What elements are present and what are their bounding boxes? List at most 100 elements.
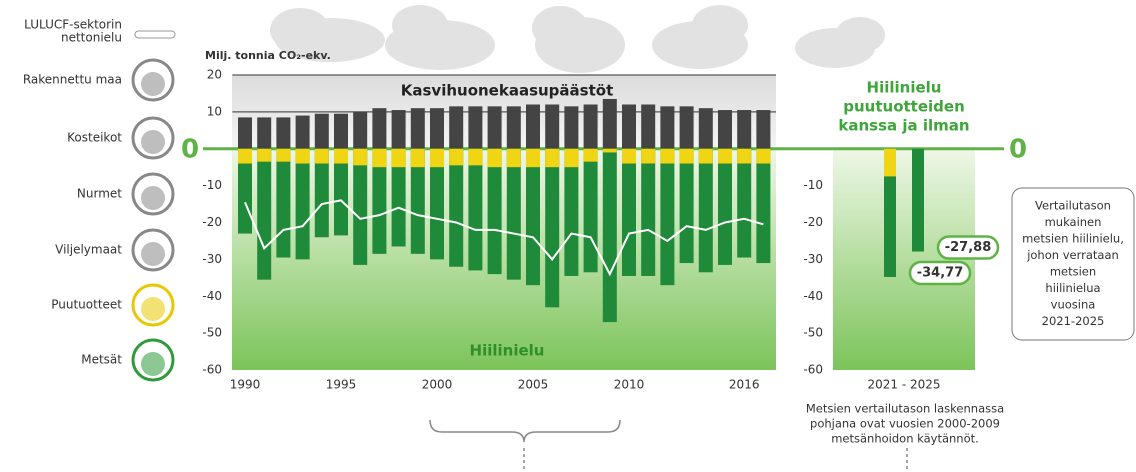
bar: [353, 111, 368, 149]
bar: [449, 148, 464, 166]
y-tick-label: -10: [202, 178, 222, 192]
annotation: Hiilinielu: [470, 342, 545, 360]
bar: [737, 148, 752, 258]
bar: [602, 98, 617, 149]
y-tick-label: -30: [803, 252, 823, 266]
bar: [257, 148, 272, 162]
bar: [884, 148, 896, 277]
bar: [756, 110, 771, 149]
clouds: [270, 5, 885, 73]
bar: [602, 148, 617, 323]
box-text: Vertailutason: [1035, 199, 1111, 213]
bar: [487, 106, 502, 149]
bar: [334, 148, 348, 236]
zero-label: 0: [1009, 134, 1027, 164]
bar: [583, 148, 598, 162]
y-tick-label: -10: [803, 178, 823, 192]
legend-label: Kosteikot: [67, 131, 122, 145]
y-tick-label: -50: [803, 326, 823, 340]
y-tick-label: 20: [207, 68, 222, 82]
y-tick-label: -60: [202, 363, 222, 377]
bar: [410, 108, 425, 149]
legend-label: Metsät: [81, 353, 122, 367]
legend-icon-fill: [141, 352, 165, 376]
bar: [449, 106, 464, 149]
bar: [314, 148, 329, 164]
bar: [430, 148, 444, 168]
zero-label: 0: [181, 134, 199, 164]
legend-icon-fill: [141, 130, 165, 154]
legend-label: LULUCF-sektorin: [24, 18, 122, 32]
bar: [468, 148, 483, 271]
bar: [295, 148, 310, 164]
bar: [526, 104, 540, 149]
bar: [660, 148, 675, 286]
y-tick-label: -30: [202, 252, 222, 266]
bar: [372, 148, 387, 168]
bar: [295, 115, 310, 149]
y-tick-label: -50: [202, 326, 222, 340]
bar: [391, 148, 406, 247]
net-sink-line: [244, 199, 764, 277]
bar: [564, 106, 579, 149]
x-tick-label: 2016: [729, 378, 760, 392]
bar: [334, 113, 348, 149]
y-tick-label: -40: [202, 289, 222, 303]
bar: [314, 113, 329, 149]
bar: [334, 148, 348, 164]
legend-label: Viljelymaat: [55, 243, 122, 257]
bar: [487, 148, 502, 168]
bar: [468, 106, 483, 149]
x-tick-label: 2021 - 2025: [867, 378, 940, 392]
bar: [679, 106, 694, 149]
note: Metsien vertailutason laskennassa: [806, 402, 1004, 416]
bar: [372, 148, 387, 254]
bar: [314, 148, 329, 238]
box-text: metsien: [1050, 265, 1096, 279]
legend-icon-fill: [141, 297, 165, 321]
box-text: hiilinielua: [1045, 281, 1100, 295]
bar: [506, 148, 521, 168]
box-text: johon verrataan: [1026, 248, 1119, 262]
bar: [641, 148, 656, 164]
bar: [737, 148, 752, 164]
bar: [912, 148, 924, 252]
bar: [641, 148, 656, 276]
bar: [698, 148, 713, 273]
legend-label: Puutuotteet: [51, 298, 122, 312]
bar: [391, 110, 406, 149]
y-tick-label: -40: [803, 289, 823, 303]
legend-label: Rakennettu maa: [23, 73, 122, 87]
panel-title: kanssa ja ilman: [838, 117, 969, 135]
value-label-box: [908, 260, 972, 286]
bar: [583, 104, 598, 149]
bar: [487, 148, 502, 275]
bar: [545, 148, 560, 308]
x-tick-label: 2010: [614, 378, 645, 392]
bar: [353, 148, 368, 166]
x-tick-label: 1995: [326, 378, 357, 392]
bar: [679, 148, 694, 264]
bar: [660, 148, 675, 164]
y-tick-label: -20: [803, 215, 823, 229]
box-text: 2021-2025: [1042, 314, 1105, 328]
bar: [257, 148, 272, 280]
box-text: vuosina: [1051, 298, 1096, 312]
bar: [526, 148, 540, 168]
bar: [718, 148, 732, 265]
bar: [718, 110, 732, 149]
bar: [756, 148, 771, 164]
bar: [622, 104, 636, 149]
bar: [238, 148, 252, 164]
bracket: [429, 419, 908, 472]
reference-box: [1011, 187, 1135, 341]
bar: [622, 148, 636, 276]
bar: [238, 117, 252, 149]
value-label: -27,88: [945, 240, 992, 255]
bar: [430, 148, 444, 260]
bar: [372, 108, 387, 149]
bar: [526, 148, 540, 286]
x-tick-label: 2005: [518, 378, 549, 392]
x-tick-label: 1990: [230, 378, 261, 392]
bar: [449, 148, 464, 267]
